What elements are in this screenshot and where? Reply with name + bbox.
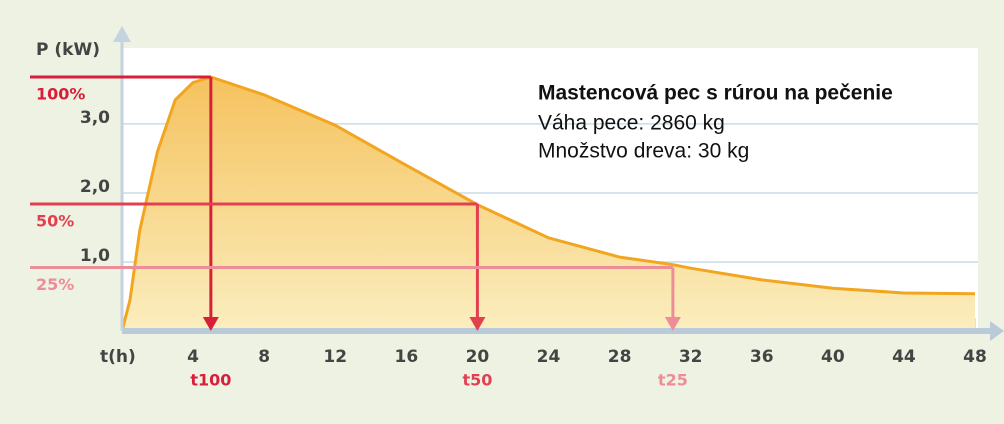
x-tick-label: 48 bbox=[963, 347, 987, 367]
level-time-label: t100 bbox=[190, 371, 231, 390]
annotation-line: Množstvo dreva: 30 kg bbox=[538, 140, 749, 163]
y-tick-label: 1,0 bbox=[80, 246, 110, 266]
x-tick-label: 36 bbox=[750, 347, 774, 367]
y-axis-label: P (kW) bbox=[36, 40, 100, 60]
annotation-line: Váha pece: 2860 kg bbox=[538, 112, 725, 135]
annotation-title: Mastencová pec s rúrou na pečenie bbox=[538, 82, 893, 105]
y-tick-label: 3,0 bbox=[80, 108, 110, 128]
x-tick-label: 28 bbox=[608, 347, 632, 367]
x-tick-label: 4 bbox=[187, 347, 199, 367]
x-axis-label: t(h) bbox=[100, 347, 136, 367]
area-line bbox=[120, 75, 976, 332]
y-tick-label: 2,0 bbox=[80, 177, 110, 197]
x-tick-label: 20 bbox=[466, 347, 490, 367]
x-axis-arrow bbox=[990, 321, 1004, 341]
x-tick-label: 16 bbox=[394, 347, 418, 367]
level-label: 100% bbox=[36, 84, 85, 103]
level-arrow bbox=[469, 317, 486, 331]
level-arrow bbox=[202, 317, 219, 331]
x-tick-label: 8 bbox=[258, 347, 270, 367]
level-label: 50% bbox=[36, 211, 74, 230]
x-tick-label: 44 bbox=[892, 347, 916, 367]
level-time-label: t25 bbox=[658, 371, 688, 390]
level-time-label: t50 bbox=[462, 371, 492, 390]
x-tick-label: 12 bbox=[323, 347, 347, 367]
y-axis-arrow bbox=[113, 26, 131, 42]
x-tick-label: 32 bbox=[679, 347, 703, 367]
level-label: 25% bbox=[36, 275, 74, 294]
level-arrow bbox=[664, 317, 681, 331]
x-tick-label: 24 bbox=[537, 347, 561, 367]
x-tick-label: 40 bbox=[821, 347, 845, 367]
